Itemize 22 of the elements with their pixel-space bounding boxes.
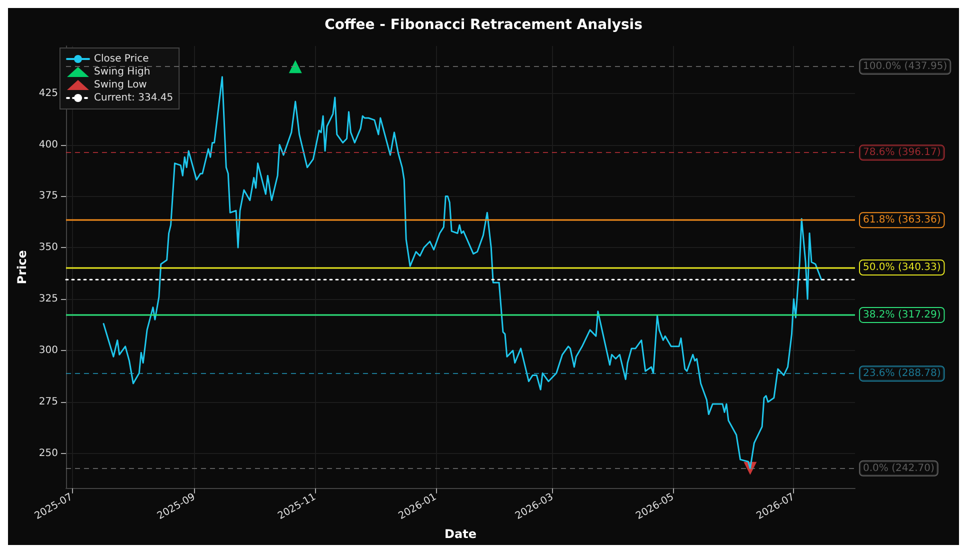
ref-line-label: 78.6% (396.17) [863,147,941,158]
y-tick-label: 300 [38,345,58,356]
y-tick-label: 425 [38,88,58,99]
legend-label: Swing High [94,66,150,78]
legend-label: Current: 334.45 [94,92,174,104]
ref-line-label: 61.8% (363.36) [863,214,941,226]
y-axis-title: Price [15,250,29,284]
ref-line-label: 50.0% (340.33) [863,262,941,274]
y-tick-label: 325 [38,294,58,305]
ref-line-label: 100.0% (437.95) [863,61,948,72]
y-tick-label: 350 [38,242,58,254]
legend-label: Swing Low [94,80,147,90]
chart-title: Coffee - Fibonacci Retracement Analysis [324,17,642,33]
y-tick-label: 275 [38,396,58,408]
legend-label: Close Price [94,54,149,64]
y-tick-label: 375 [38,190,58,202]
y-tick-label: 250 [38,448,58,459]
x-axis-title: Date [444,527,476,541]
ref-line-label: 38.2% (317.29) [863,309,941,320]
y-tick-label: 400 [38,139,58,150]
ref-line-label: 0.0% (242.70) [863,462,934,474]
ref-line-label: 23.6% (288.78) [863,368,941,380]
